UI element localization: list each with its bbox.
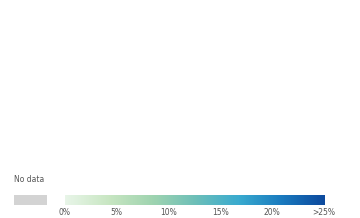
Text: No data: No data: [14, 175, 45, 184]
